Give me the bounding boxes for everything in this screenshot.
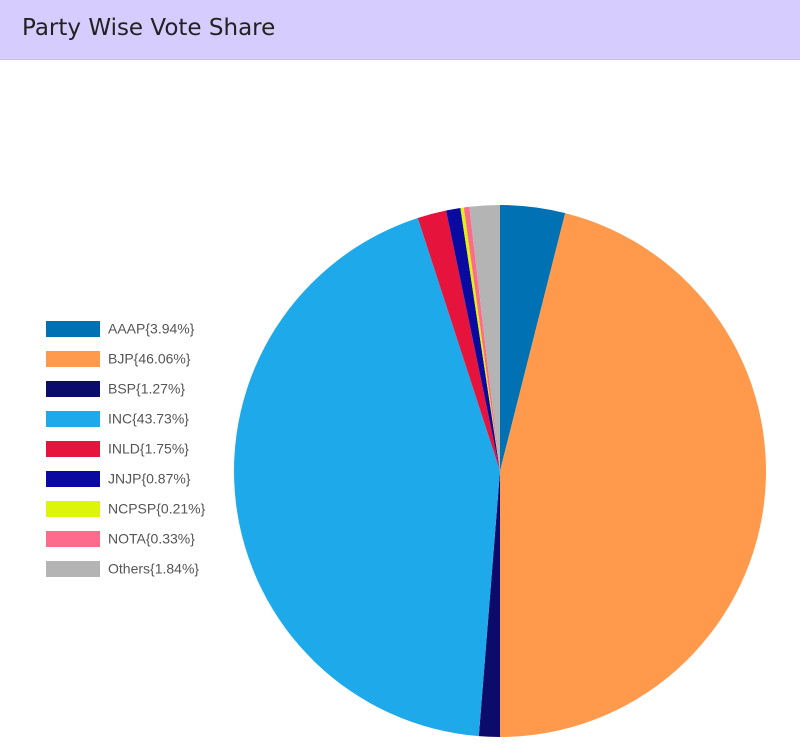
pie-slice xyxy=(417,210,500,471)
legend-swatch xyxy=(46,561,100,577)
legend-label: INC{43.73%} xyxy=(108,411,189,427)
legend-label: NOTA{0.33%} xyxy=(108,531,195,547)
legend-swatch xyxy=(46,351,100,367)
legend-swatch xyxy=(46,381,100,397)
legend-label: INLD{1.75%} xyxy=(108,441,189,457)
legend-swatch xyxy=(46,501,100,517)
legend-swatch xyxy=(46,531,100,547)
pie-slice xyxy=(446,207,500,471)
legend-swatch xyxy=(46,411,100,427)
pie-slice xyxy=(500,213,766,738)
pie-slice xyxy=(500,205,566,471)
legend-swatch xyxy=(46,321,100,337)
chart-title: Party Wise Vote Share xyxy=(22,15,276,41)
legend-label: AAAP{3.94%} xyxy=(108,321,195,337)
legend-label: JNJP{0.87%} xyxy=(108,471,191,487)
pie-slice xyxy=(478,471,500,737)
pie-slice xyxy=(460,207,500,472)
legend-label: NCPSP{0.21%} xyxy=(108,501,206,517)
pie-slice xyxy=(463,206,500,471)
legend-swatch xyxy=(46,441,100,457)
header: Party Wise Vote Share xyxy=(0,0,800,60)
legend-label: BJP{46.06%} xyxy=(108,351,191,367)
legend-label: BSP{1.27%} xyxy=(108,381,185,397)
legend-swatch xyxy=(46,471,100,487)
pie-slice xyxy=(469,205,500,471)
pie-slice xyxy=(233,218,500,737)
legend-label: Others{1.84%} xyxy=(108,561,199,577)
